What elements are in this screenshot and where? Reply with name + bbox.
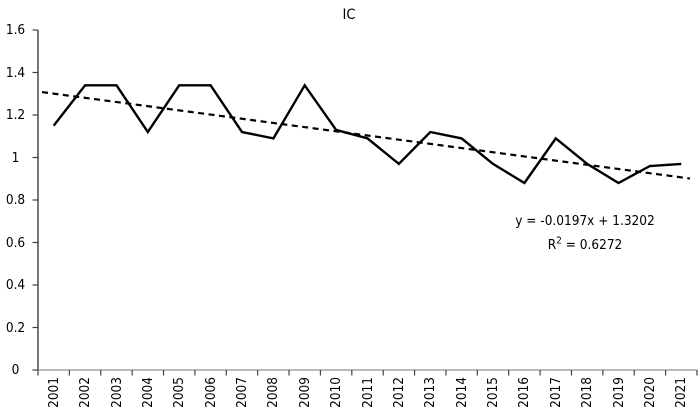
x-tick-label: 2013 <box>422 377 439 408</box>
x-tick-label: 2021 <box>673 377 690 408</box>
x-tick-label: 2007 <box>234 377 250 408</box>
y-tick-label: 0.6 <box>5 234 26 251</box>
x-tick-label: 2005 <box>171 377 188 408</box>
trendline <box>41 90 691 180</box>
chart-title: IC <box>342 7 356 23</box>
trendline-annotation: y = -0.0197x + 1.3202 R2 = 0.6272 <box>475 213 695 254</box>
x-tick-label: 2004 <box>139 377 156 408</box>
x-tick-label: 2003 <box>108 377 125 408</box>
x-tick-label: 2009 <box>296 377 313 408</box>
x-tick-label: 2017 <box>547 377 564 408</box>
r-squared-base: R <box>547 237 557 253</box>
x-tick-label: 2019 <box>610 377 627 408</box>
x-tick-label: 2006 <box>202 377 219 408</box>
x-tick-label: 2008 <box>265 377 282 408</box>
y-tick-label: 1.4 <box>5 64 26 81</box>
r-squared-value: = 0.6272 <box>561 237 623 253</box>
x-tick-label: 2002 <box>77 377 94 408</box>
data-series-line <box>52 83 682 185</box>
y-tick-label: 0.4 <box>5 277 26 293</box>
x-tick-label: 2018 <box>579 377 596 408</box>
x-tick-label: 2010 <box>328 377 345 408</box>
y-tick-label: 0.8 <box>5 192 26 208</box>
y-tick-label: 0.2 <box>5 319 26 336</box>
y-tick-label: 1.6 <box>5 22 26 38</box>
x-tick-label: 2016 <box>516 377 533 408</box>
x-tick-label: 2012 <box>390 377 407 408</box>
x-tick-label: 2015 <box>485 377 501 408</box>
x-tick-label: 2014 <box>453 377 470 408</box>
r-squared-exponent: 2 <box>556 235 562 247</box>
x-tick-label: 2001 <box>45 377 62 408</box>
x-tick-label: 2011 <box>359 377 376 408</box>
trendline-equation: y = -0.0197x + 1.3202 <box>515 213 655 229</box>
y-tick-label: 0 <box>11 362 20 378</box>
y-tick-label: 1.2 <box>5 107 26 123</box>
trendline-r-squared: R2 = 0.6272 <box>475 235 695 254</box>
x-tick-label: 2020 <box>641 377 658 408</box>
y-tick-label: 1 <box>11 149 20 166</box>
